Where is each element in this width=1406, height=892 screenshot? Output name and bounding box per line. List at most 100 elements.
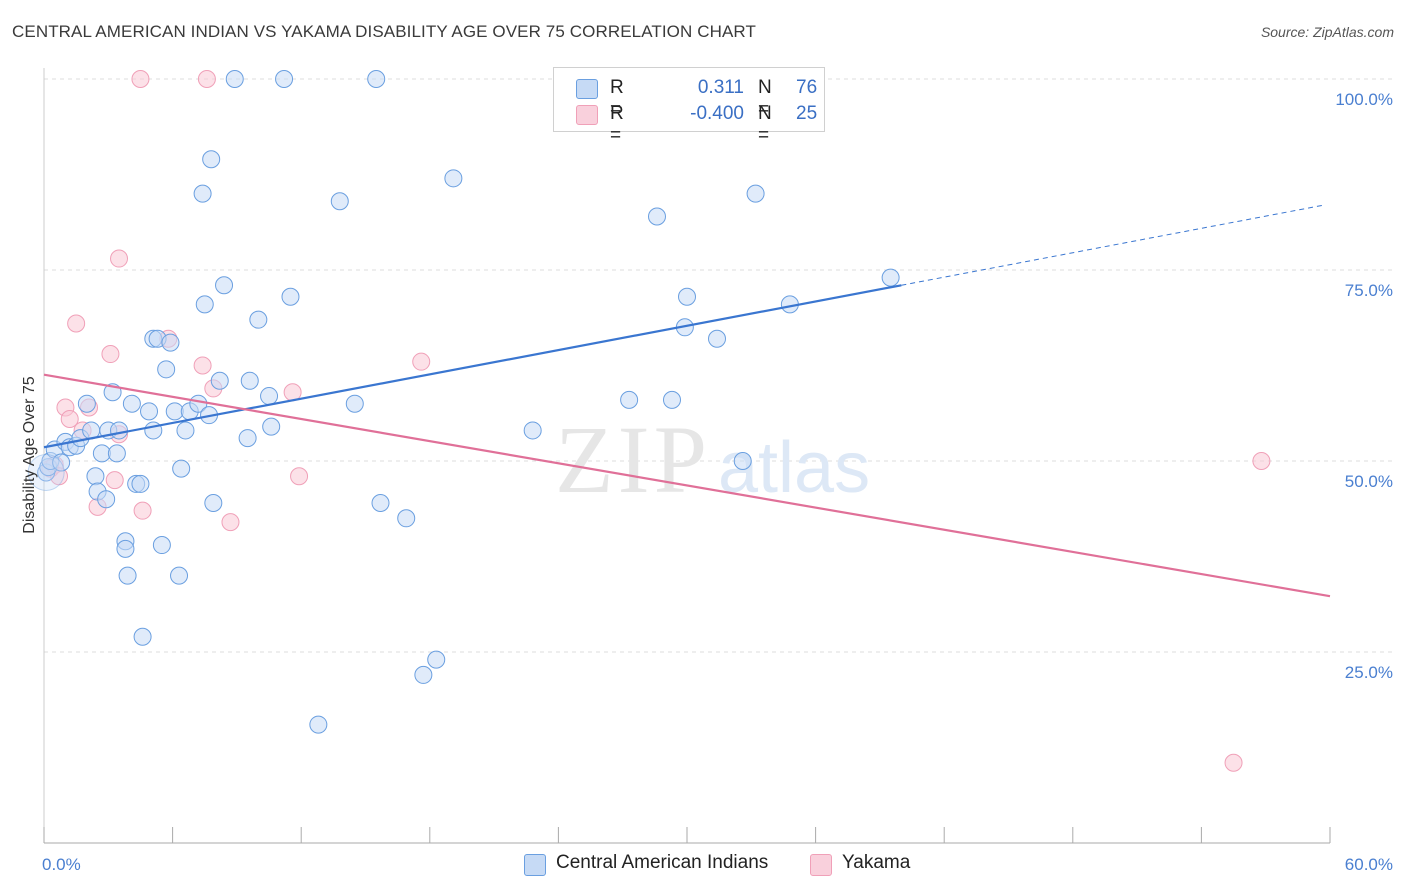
central-american-indian-point [176,421,195,440]
central-american-indian-point [202,150,221,169]
central-american-indian-point [444,169,463,188]
central-american-indian-point [414,665,433,684]
central-american-indian-point [746,184,765,203]
legend-label: Central American Indians [556,852,769,873]
r-value: 0.311 [697,77,744,98]
n-label: N = [758,103,772,146]
y-tick-label: 75.0% [1345,281,1393,300]
central-american-indian-point [371,494,390,513]
central-american-indian-point [309,715,328,734]
n-value: 25 [796,103,818,124]
central-american-indian-point [116,539,135,558]
central-american-indian-point [733,452,752,470]
central-american-indian-point [172,459,191,478]
central-american-indian-point [275,70,294,88]
central-american-indian-point [210,371,229,390]
central-american-indian-point [97,490,116,509]
central-american-indian-point [122,394,141,413]
yakama-point [131,70,150,88]
central-american-indian-point [86,467,105,486]
central-american-indian-point [708,329,727,348]
central-american-indian-point [195,295,214,314]
central-american-indian-point [215,276,234,295]
central-american-indian-point [523,421,542,440]
central-american-indian-point [330,192,349,211]
central-american-indian-point [620,390,639,409]
watermark: ZIP atlas [555,406,870,513]
central-american-indian-point [193,184,212,203]
x-tick-label: 0.0% [42,855,81,874]
chart-title: CENTRAL AMERICAN INDIAN VS YAKAMA DISABI… [12,22,756,41]
central-american-indian-point [110,421,129,440]
central-american-indian-points [27,70,900,734]
yakama-point [1252,452,1271,470]
y-tick-label: 100.0% [1335,90,1393,109]
central-american-indian-point [27,453,65,491]
watermark-zip: ZIP [555,406,711,513]
central-american-indian-point [131,474,150,493]
yakama-point [110,249,129,268]
central-american-indian-point [678,287,696,306]
r-value: -0.400 [690,103,744,124]
blue-swatch [576,79,598,99]
central-american-indian-point [133,627,152,646]
r-label: R = [610,103,624,146]
central-american-indian-point [92,444,111,463]
central-american-indian-point [345,394,364,413]
n-value: 76 [796,77,818,98]
yakama-point [197,70,216,88]
central-american-indian-point [118,566,137,585]
source-label: Source: ZipAtlas.com [1260,24,1394,40]
central-american-indian-point [77,394,96,413]
yakama-point [1224,753,1243,772]
central-american-indian-point [249,310,268,329]
y-axis-label: Disability Age Over 75 [21,376,38,534]
central-american-indian-point [225,70,244,88]
central-american-indian-point [157,360,176,379]
central-american-indian-point [397,509,416,528]
grid-lines [44,78,1392,653]
yakama-point [105,471,124,490]
pink-swatch [576,105,598,125]
yakama-point [67,314,86,333]
central-american-indian-point [170,566,189,585]
r-label: R = [610,77,624,120]
central-american-indian-point [152,536,171,555]
central-american-indian-point [881,268,900,287]
central-american-indian-point [262,417,281,436]
trend-lines [43,204,1331,598]
central-american-indian-point [140,402,159,421]
pink-trend-line [43,373,1331,598]
central-american-indian-point [238,429,257,448]
yakama-point [133,501,152,520]
yakama-point [193,356,212,375]
y-tick-label: 50.0% [1345,472,1393,491]
y-tick-label: 25.0% [1345,663,1393,682]
blue-trend-extension [901,204,1325,286]
central-american-indian-point [161,333,180,352]
central-american-indian-point [165,402,184,421]
blue-swatch [524,854,546,876]
central-american-indian-point [52,453,71,472]
n-label: N = [758,77,772,120]
central-american-indian-point [281,287,300,306]
central-american-indian-point [367,70,386,88]
blue-trend-line [43,284,902,449]
yakama-point [412,352,431,371]
central-american-indian-point [204,494,223,513]
legend-label: Yakama [842,852,911,873]
pink-swatch [810,854,832,876]
yakama-point [60,409,79,428]
central-american-indian-point [427,650,446,669]
central-american-indian-point [107,444,126,463]
yakama-point [290,467,309,486]
x-tick-label: 60.0% [1345,855,1393,874]
stats-legend: R = 0.311 N = 76 R = -0.400 N = 25 [553,67,825,146]
tick-labels: 25.0% 50.0% 75.0% 100.0% 0.0% 60.0% [42,90,1393,874]
yakama-point [101,345,120,364]
central-american-indian-point [240,371,259,390]
central-american-indian-point [662,390,681,409]
central-american-indian-point [260,387,279,406]
yakama-point [221,513,240,532]
